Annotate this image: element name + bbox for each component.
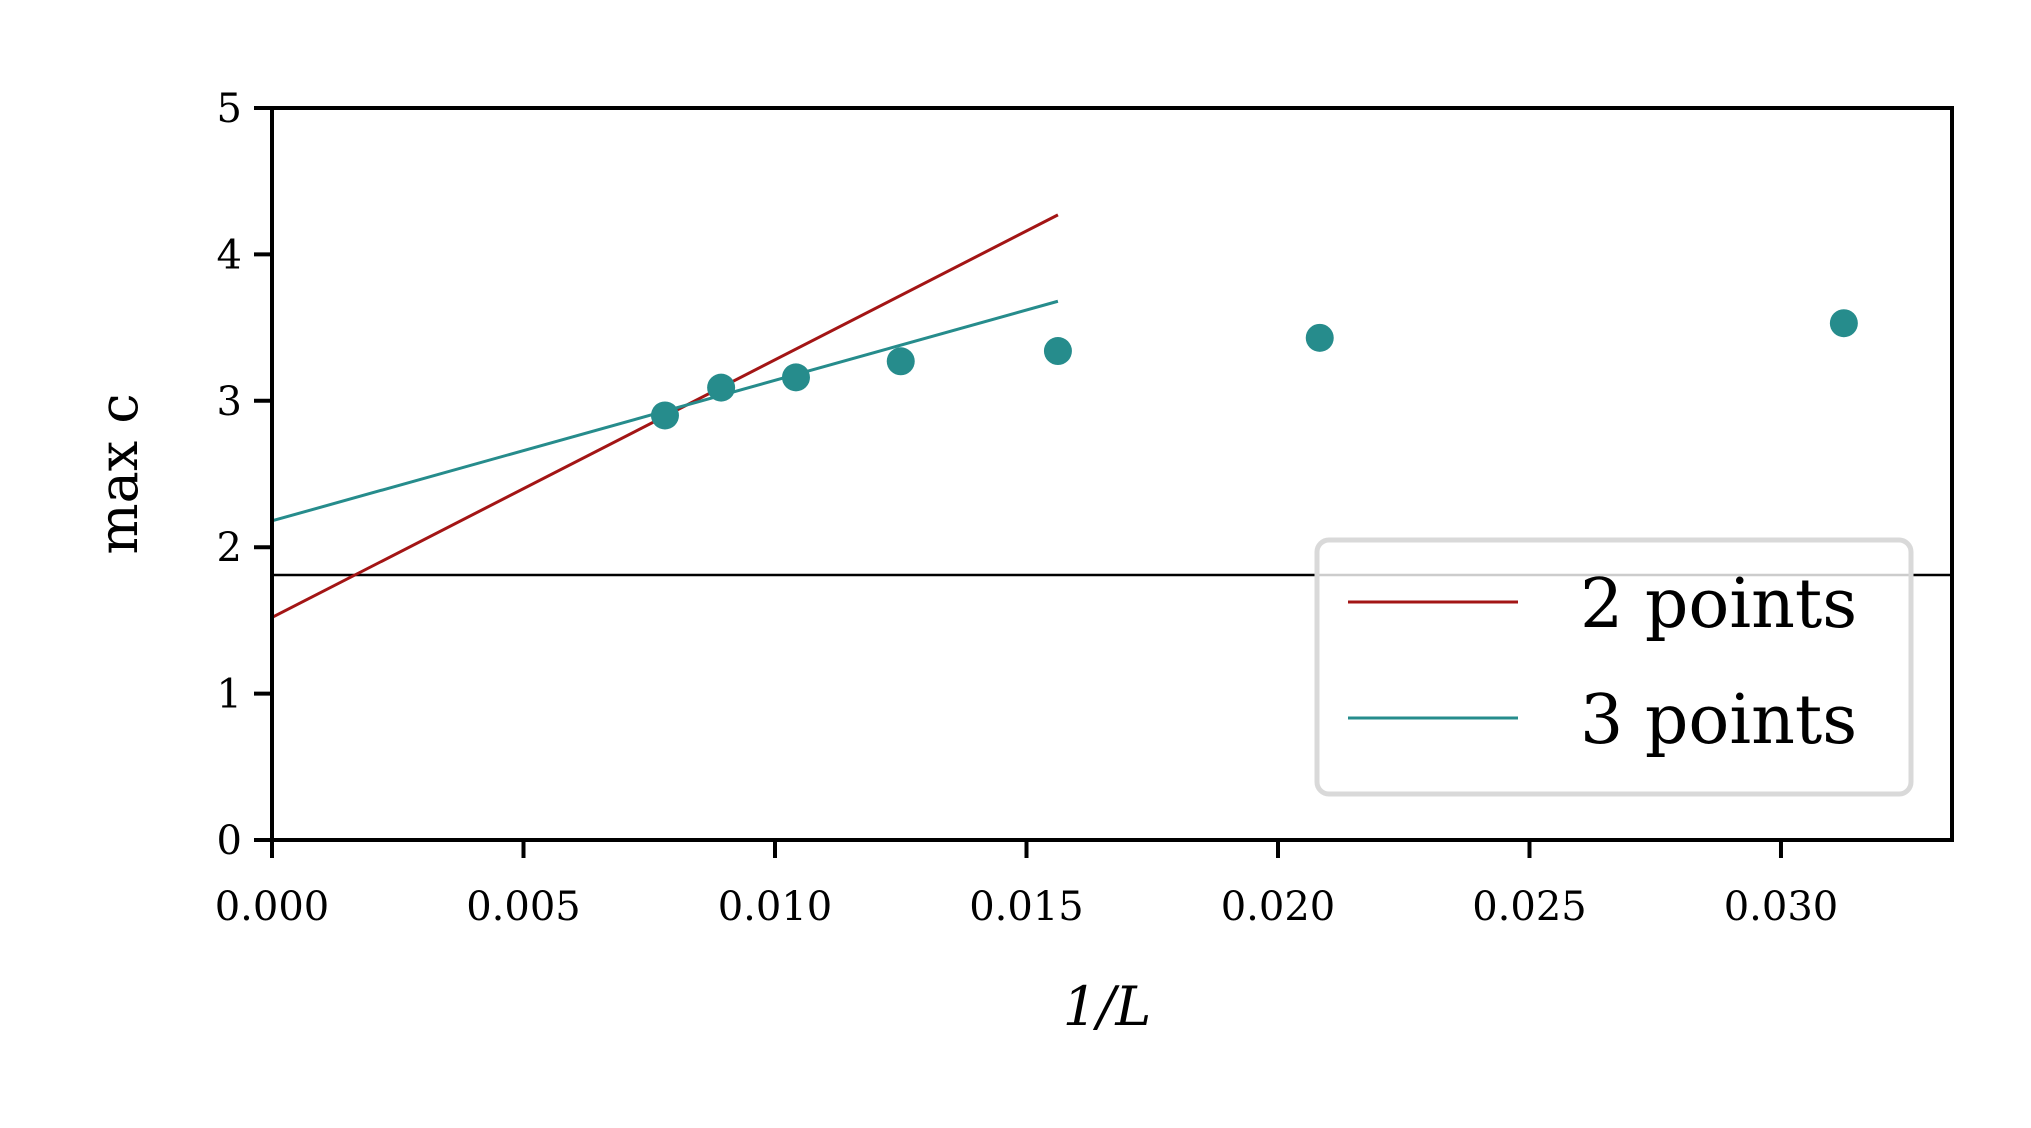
x-tick-label: 0.000 [215,884,330,930]
axes-frame [270,106,1954,842]
x-tick-label: 0.025 [1472,884,1587,930]
x-tick-label: 0.020 [1221,884,1336,930]
data-point [1043,337,1072,366]
y-tick-label: 3 [217,379,242,425]
x-tick-label: 0.005 [466,884,581,930]
legend-label-2-points: 2 points [1580,565,1857,644]
data-point [781,363,810,392]
y-tick-label: 2 [217,525,242,571]
y-tick-label: 1 [217,672,242,718]
ticks-layer: 0.000 0.005 0.010 0.015 0.020 0.025 0.030 0 1 2 3 4… [215,86,1838,930]
data-point [707,373,736,402]
data-point [886,347,915,376]
x-tick-label: 0.030 [1724,884,1839,930]
x-tick-label: 0.015 [969,884,1084,930]
data-point [1305,323,1334,352]
data-point [650,401,679,430]
legend: 2 points 3 points [1314,537,1914,797]
y-axis-title: max c [87,393,150,554]
legend-label-3-points: 3 points [1580,681,1857,760]
y-tick-label: 5 [217,86,242,132]
x-axis-title: 1/L [1063,975,1151,1038]
x-tick-label: 0.010 [718,884,833,930]
y-tick-label: 0 [217,818,242,864]
data-point [1829,309,1858,338]
y-tick-label: 4 [217,232,242,278]
